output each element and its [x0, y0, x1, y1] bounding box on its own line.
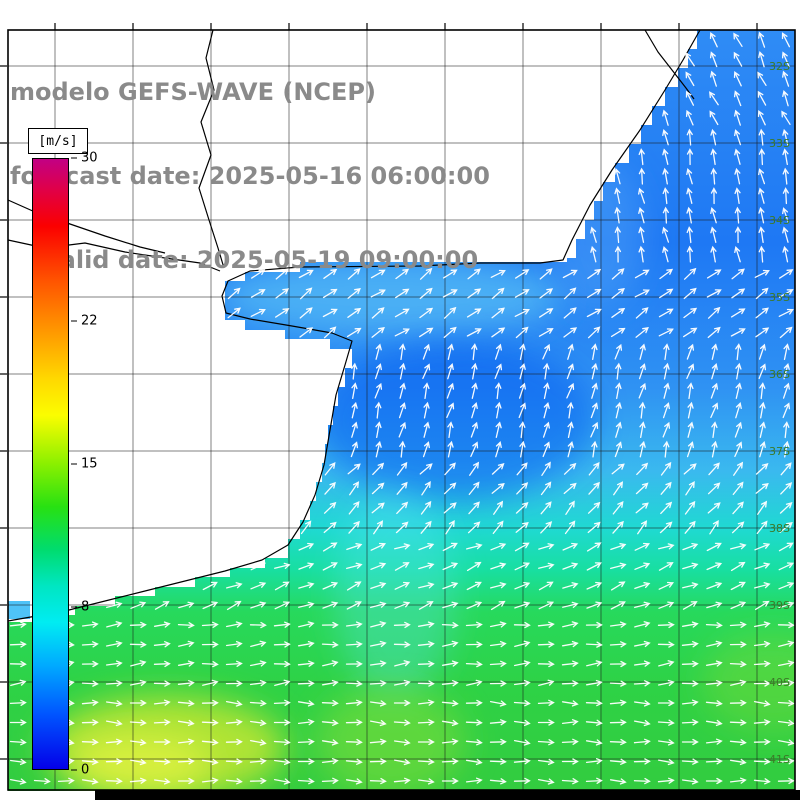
- bottom-axis-bar: [95, 790, 800, 800]
- colorbar-tick: 22: [71, 314, 98, 329]
- model-title: modelo GEFS-WAVE (NCEP): [10, 78, 376, 106]
- latitude-label: 41S: [769, 753, 790, 766]
- colorbar-tick-mark: [71, 463, 77, 465]
- speed-patches: [45, 160, 795, 791]
- colorbar-tick-label: 15: [81, 456, 98, 472]
- colorbar-unit-label: [m/s]: [28, 128, 88, 154]
- colorbar-tick: 15: [71, 457, 98, 472]
- colorbar-tick-mark: [71, 606, 77, 608]
- latitude-label: 39S: [769, 599, 790, 612]
- colorbar-tick-label: 22: [81, 313, 98, 329]
- colorbar-tick: 0: [71, 763, 89, 778]
- colorbar-tick-mark: [71, 320, 77, 322]
- latitude-label: 37S: [769, 445, 790, 458]
- latitude-label: 34S: [769, 214, 790, 227]
- wind-arrows: [9, 31, 795, 785]
- colorbar-gradient: [32, 158, 69, 770]
- colorbar: [m/s] 30 22 15 8 0: [28, 128, 158, 793]
- latitude-label: 38S: [769, 522, 790, 535]
- colorbar-tick-label: 30: [81, 150, 98, 166]
- axis-ticks: [0, 23, 758, 760]
- colorbar-tick: 30: [71, 151, 98, 166]
- latitude-label: 36S: [769, 368, 790, 381]
- latitude-label: 33S: [769, 137, 790, 150]
- latitude-label: 32S: [769, 60, 790, 73]
- latitude-label: 35S: [769, 291, 790, 304]
- colorbar-tick-label: 8: [81, 599, 90, 615]
- coastline: [7, 29, 701, 622]
- latitude-labels: 32S 33S 34S 35S 36S 37S 38S 39S 40S 41S: [769, 60, 790, 766]
- colorbar-tick-mark: [71, 157, 77, 159]
- colorbar-tick-label: 0: [81, 762, 90, 778]
- latitude-label: 40S: [769, 676, 790, 689]
- colorbar-tick-mark: [71, 769, 77, 771]
- colorbar-tick: 8: [71, 599, 89, 614]
